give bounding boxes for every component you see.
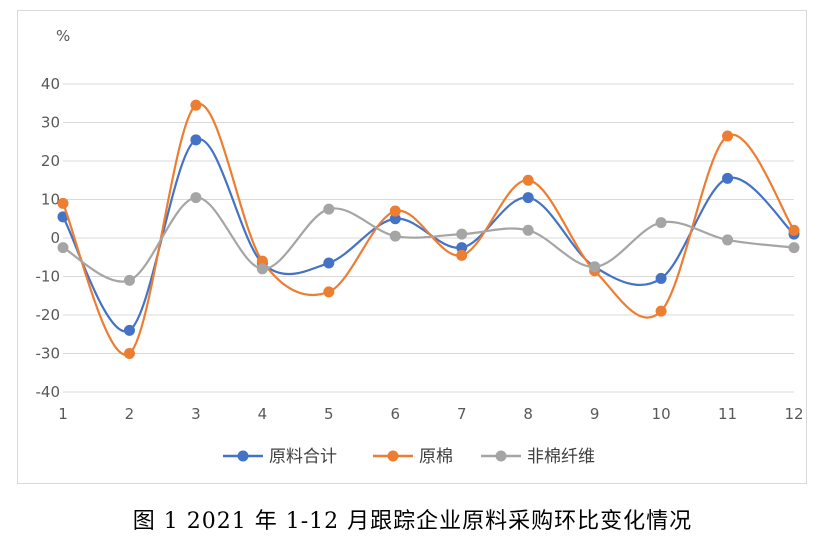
y-tick-label: 10	[41, 191, 60, 209]
data-point	[389, 230, 401, 242]
data-point	[456, 228, 468, 240]
x-tick-label: 10	[652, 405, 671, 423]
data-point	[323, 286, 335, 298]
y-tick-label: 30	[41, 114, 60, 132]
x-tick-label: 7	[457, 405, 467, 423]
legend-marker	[495, 450, 507, 462]
x-tick-label: 4	[258, 405, 268, 423]
legend-label: 原料合计	[269, 447, 337, 467]
legend-label: 原棉	[419, 447, 453, 467]
data-point	[456, 249, 468, 261]
data-point	[123, 274, 135, 286]
data-point	[655, 217, 667, 229]
data-point	[589, 261, 601, 273]
y-tick-label: 20	[41, 152, 60, 170]
data-point	[456, 242, 468, 254]
y-tick-label: 0	[50, 229, 60, 247]
series-2	[57, 99, 800, 359]
y-tick-label: 40	[41, 75, 60, 93]
data-point	[655, 305, 667, 317]
data-point	[389, 205, 401, 217]
data-point	[722, 130, 734, 142]
x-tick-label: 2	[125, 405, 135, 423]
data-point	[655, 272, 667, 284]
y-tick-label: -10	[36, 268, 61, 286]
series-line	[62, 196, 795, 283]
x-tick-label: 3	[191, 405, 201, 423]
data-point	[323, 203, 335, 215]
data-point	[522, 174, 534, 186]
figure-caption: 图 1 2021 年 1-12 月跟踪企业原料采购环比变化情况	[132, 509, 693, 534]
data-point	[190, 99, 202, 111]
data-point	[522, 224, 534, 236]
series-line	[62, 138, 795, 333]
x-tick-label: 9	[590, 405, 600, 423]
y-tick-label: -20	[36, 306, 61, 324]
legend: 原料合计 原棉 非棉纤维	[223, 447, 595, 467]
data-point	[256, 263, 268, 275]
x-tick-label: 5	[324, 405, 334, 423]
data-point	[256, 255, 268, 267]
x-tick-label: 6	[390, 405, 400, 423]
series-3	[57, 192, 800, 286]
data-point	[389, 213, 401, 225]
y-tick-labels: 40 30 20 10 0 -10 -20 -30 -40	[36, 75, 61, 401]
data-point	[190, 134, 202, 146]
data-point	[123, 348, 135, 359]
data-point	[522, 192, 534, 204]
legend-item: 原棉	[373, 447, 453, 467]
y-tick-label: -30	[36, 345, 61, 363]
data-point	[190, 192, 202, 204]
x-tick-label: 11	[718, 405, 737, 423]
x-tick-label: 1	[58, 405, 68, 423]
data-point	[323, 257, 335, 269]
data-point	[722, 234, 734, 246]
data-point	[123, 324, 135, 336]
legend-item: 原料合计	[223, 447, 337, 467]
x-tick-label: 12	[784, 405, 803, 423]
data-point	[57, 197, 69, 209]
data-point	[722, 172, 734, 184]
legend-marker	[237, 450, 249, 462]
legend-marker	[387, 450, 399, 462]
data-point	[788, 224, 800, 236]
series-1	[57, 134, 800, 336]
legend-label: 非棉纤维	[527, 447, 595, 467]
y-axis-unit-label: %	[56, 27, 70, 45]
x-tick-label: 8	[523, 405, 533, 423]
series-line	[61, 102, 795, 356]
series-lines	[57, 99, 800, 359]
x-tick-labels: 1 2 3 4 5 6 7 8 9 10 11 12	[58, 405, 803, 423]
data-point	[57, 242, 69, 254]
legend-item: 非棉纤维	[481, 447, 595, 467]
y-tick-label: -40	[36, 383, 61, 401]
data-point	[788, 242, 800, 254]
chart-frame: % 40 30 20 10 0 -10 -20 -30 -40 1 2 3 4 5 6 7 8 9 10 11 12 …	[17, 10, 807, 484]
